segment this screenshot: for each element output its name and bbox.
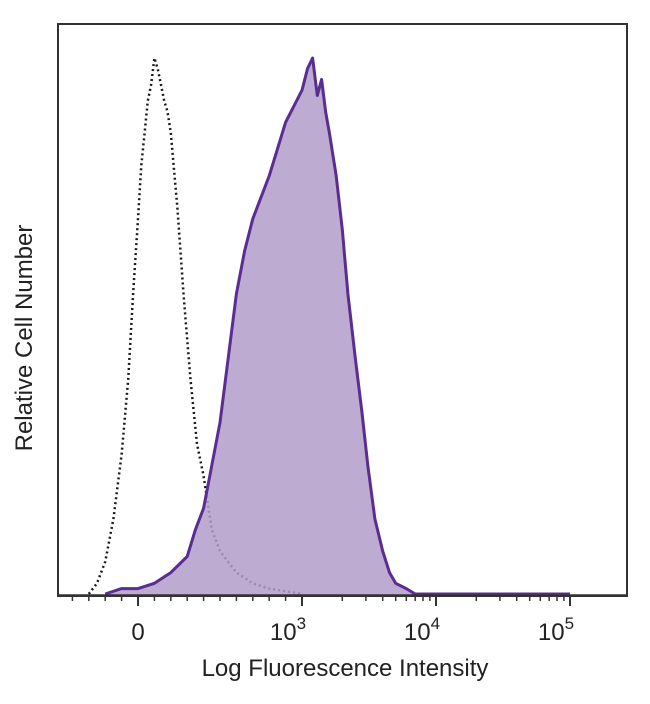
x-tick-label: 104 bbox=[404, 614, 440, 646]
x-axis-title: Log Fluorescence Intensity bbox=[202, 655, 489, 682]
stained-sample-outline bbox=[104, 56, 570, 596]
stained-sample-area bbox=[105, 58, 570, 595]
x-axis: 0 103 104 105 bbox=[71, 596, 574, 646]
x-tick-label: 103 bbox=[270, 614, 306, 646]
x-tick-label: 105 bbox=[538, 614, 574, 646]
x-tick-label: 0 bbox=[131, 619, 144, 646]
series-layer bbox=[58, 56, 627, 596]
y-axis-title: Relative Cell Number bbox=[11, 225, 38, 452]
